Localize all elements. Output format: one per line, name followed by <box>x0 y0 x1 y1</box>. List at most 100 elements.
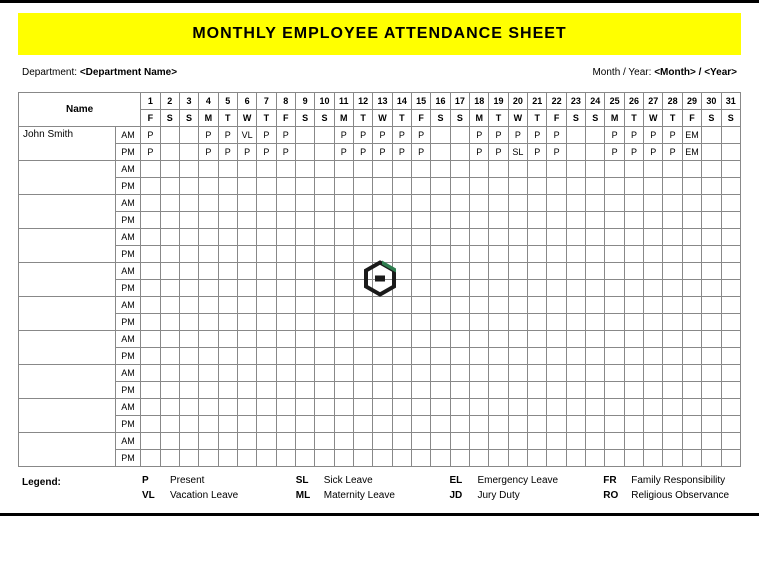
attendance-cell <box>218 280 237 297</box>
attendance-cell <box>334 280 353 297</box>
attendance-cell <box>257 348 276 365</box>
attendance-cell <box>315 348 334 365</box>
attendance-cell <box>644 263 663 280</box>
attendance-cell <box>431 314 450 331</box>
attendance-cell <box>218 195 237 212</box>
attendance-cell: P <box>257 127 276 144</box>
attendance-cell: P <box>392 127 411 144</box>
attendance-cell <box>586 229 605 246</box>
day-number-header: 20 <box>508 93 527 110</box>
attendance-cell <box>237 416 256 433</box>
attendance-cell <box>218 161 237 178</box>
attendance-cell <box>179 331 198 348</box>
attendance-cell <box>586 178 605 195</box>
attendance-cell <box>644 280 663 297</box>
attendance-cell <box>431 195 450 212</box>
attendance-cell <box>373 348 392 365</box>
attendance-cell <box>315 178 334 195</box>
attendance-cell: P <box>199 144 218 161</box>
attendance-cell <box>431 263 450 280</box>
attendance-cell <box>566 365 585 382</box>
legend-item: MLMaternity Leave <box>296 490 430 501</box>
attendance-cell <box>199 178 218 195</box>
attendance-cell <box>624 178 643 195</box>
attendance-cell <box>334 314 353 331</box>
attendance-cell <box>431 450 450 467</box>
attendance-cell <box>721 144 741 161</box>
attendance-cell <box>489 348 508 365</box>
attendance-cell <box>412 365 431 382</box>
legend-code: SL <box>296 475 316 486</box>
attendance-cell <box>199 331 218 348</box>
attendance-cell <box>295 195 314 212</box>
attendance-cell <box>353 178 372 195</box>
attendance-cell <box>682 348 701 365</box>
attendance-cell <box>315 212 334 229</box>
day-number-header: 18 <box>470 93 489 110</box>
attendance-cell <box>470 348 489 365</box>
pm-label-cell: PM <box>115 246 140 263</box>
attendance-cell <box>334 433 353 450</box>
attendance-cell <box>450 331 469 348</box>
attendance-cell <box>489 365 508 382</box>
attendance-cell <box>644 416 663 433</box>
attendance-cell: P <box>412 127 431 144</box>
attendance-cell: P <box>141 144 160 161</box>
pm-label-cell: PM <box>115 280 140 297</box>
attendance-cell <box>237 348 256 365</box>
attendance-cell <box>489 331 508 348</box>
attendance-cell <box>141 229 160 246</box>
attendance-cell <box>295 127 314 144</box>
attendance-cell: P <box>141 127 160 144</box>
attendance-cell: P <box>218 127 237 144</box>
attendance-cell <box>218 297 237 314</box>
attendance-cell <box>431 416 450 433</box>
attendance-cell <box>528 314 547 331</box>
attendance-cell: P <box>334 127 353 144</box>
attendance-cell <box>257 280 276 297</box>
attendance-cell <box>586 399 605 416</box>
attendance-cell: P <box>663 127 682 144</box>
employee-name-cell <box>19 399 116 433</box>
attendance-cell <box>392 297 411 314</box>
attendance-cell <box>392 348 411 365</box>
day-number-header: 22 <box>547 93 566 110</box>
legend-item: PPresent <box>142 475 276 486</box>
attendance-cell <box>412 195 431 212</box>
attendance-cell: P <box>663 144 682 161</box>
attendance-cell <box>470 365 489 382</box>
attendance-cell <box>721 433 741 450</box>
attendance-cell <box>218 365 237 382</box>
attendance-cell <box>528 297 547 314</box>
weekday-header: F <box>547 110 566 127</box>
attendance-cell <box>237 263 256 280</box>
attendance-cell <box>373 263 392 280</box>
table-row: PM <box>19 212 741 229</box>
attendance-cell <box>663 348 682 365</box>
attendance-cell <box>528 331 547 348</box>
weekday-header: M <box>199 110 218 127</box>
attendance-cell <box>450 365 469 382</box>
attendance-cell <box>199 229 218 246</box>
attendance-cell <box>450 450 469 467</box>
attendance-cell <box>257 314 276 331</box>
attendance-cell <box>508 416 527 433</box>
attendance-cell <box>295 348 314 365</box>
attendance-cell <box>450 297 469 314</box>
attendance-cell <box>373 178 392 195</box>
page-title: MONTHLY EMPLOYEE ATTENDANCE SHEET <box>18 25 741 43</box>
attendance-cell <box>315 399 334 416</box>
legend-item: ROReligious Observance <box>603 490 737 501</box>
attendance-cell <box>199 263 218 280</box>
attendance-cell <box>508 297 527 314</box>
attendance-cell: P <box>508 127 527 144</box>
attendance-cell <box>199 433 218 450</box>
attendance-cell <box>160 382 179 399</box>
attendance-cell <box>528 399 547 416</box>
employee-name-cell <box>19 229 116 263</box>
attendance-cell <box>276 382 295 399</box>
attendance-cell <box>624 263 643 280</box>
attendance-cell: P <box>547 144 566 161</box>
day-number-header: 10 <box>315 93 334 110</box>
attendance-cell <box>160 246 179 263</box>
